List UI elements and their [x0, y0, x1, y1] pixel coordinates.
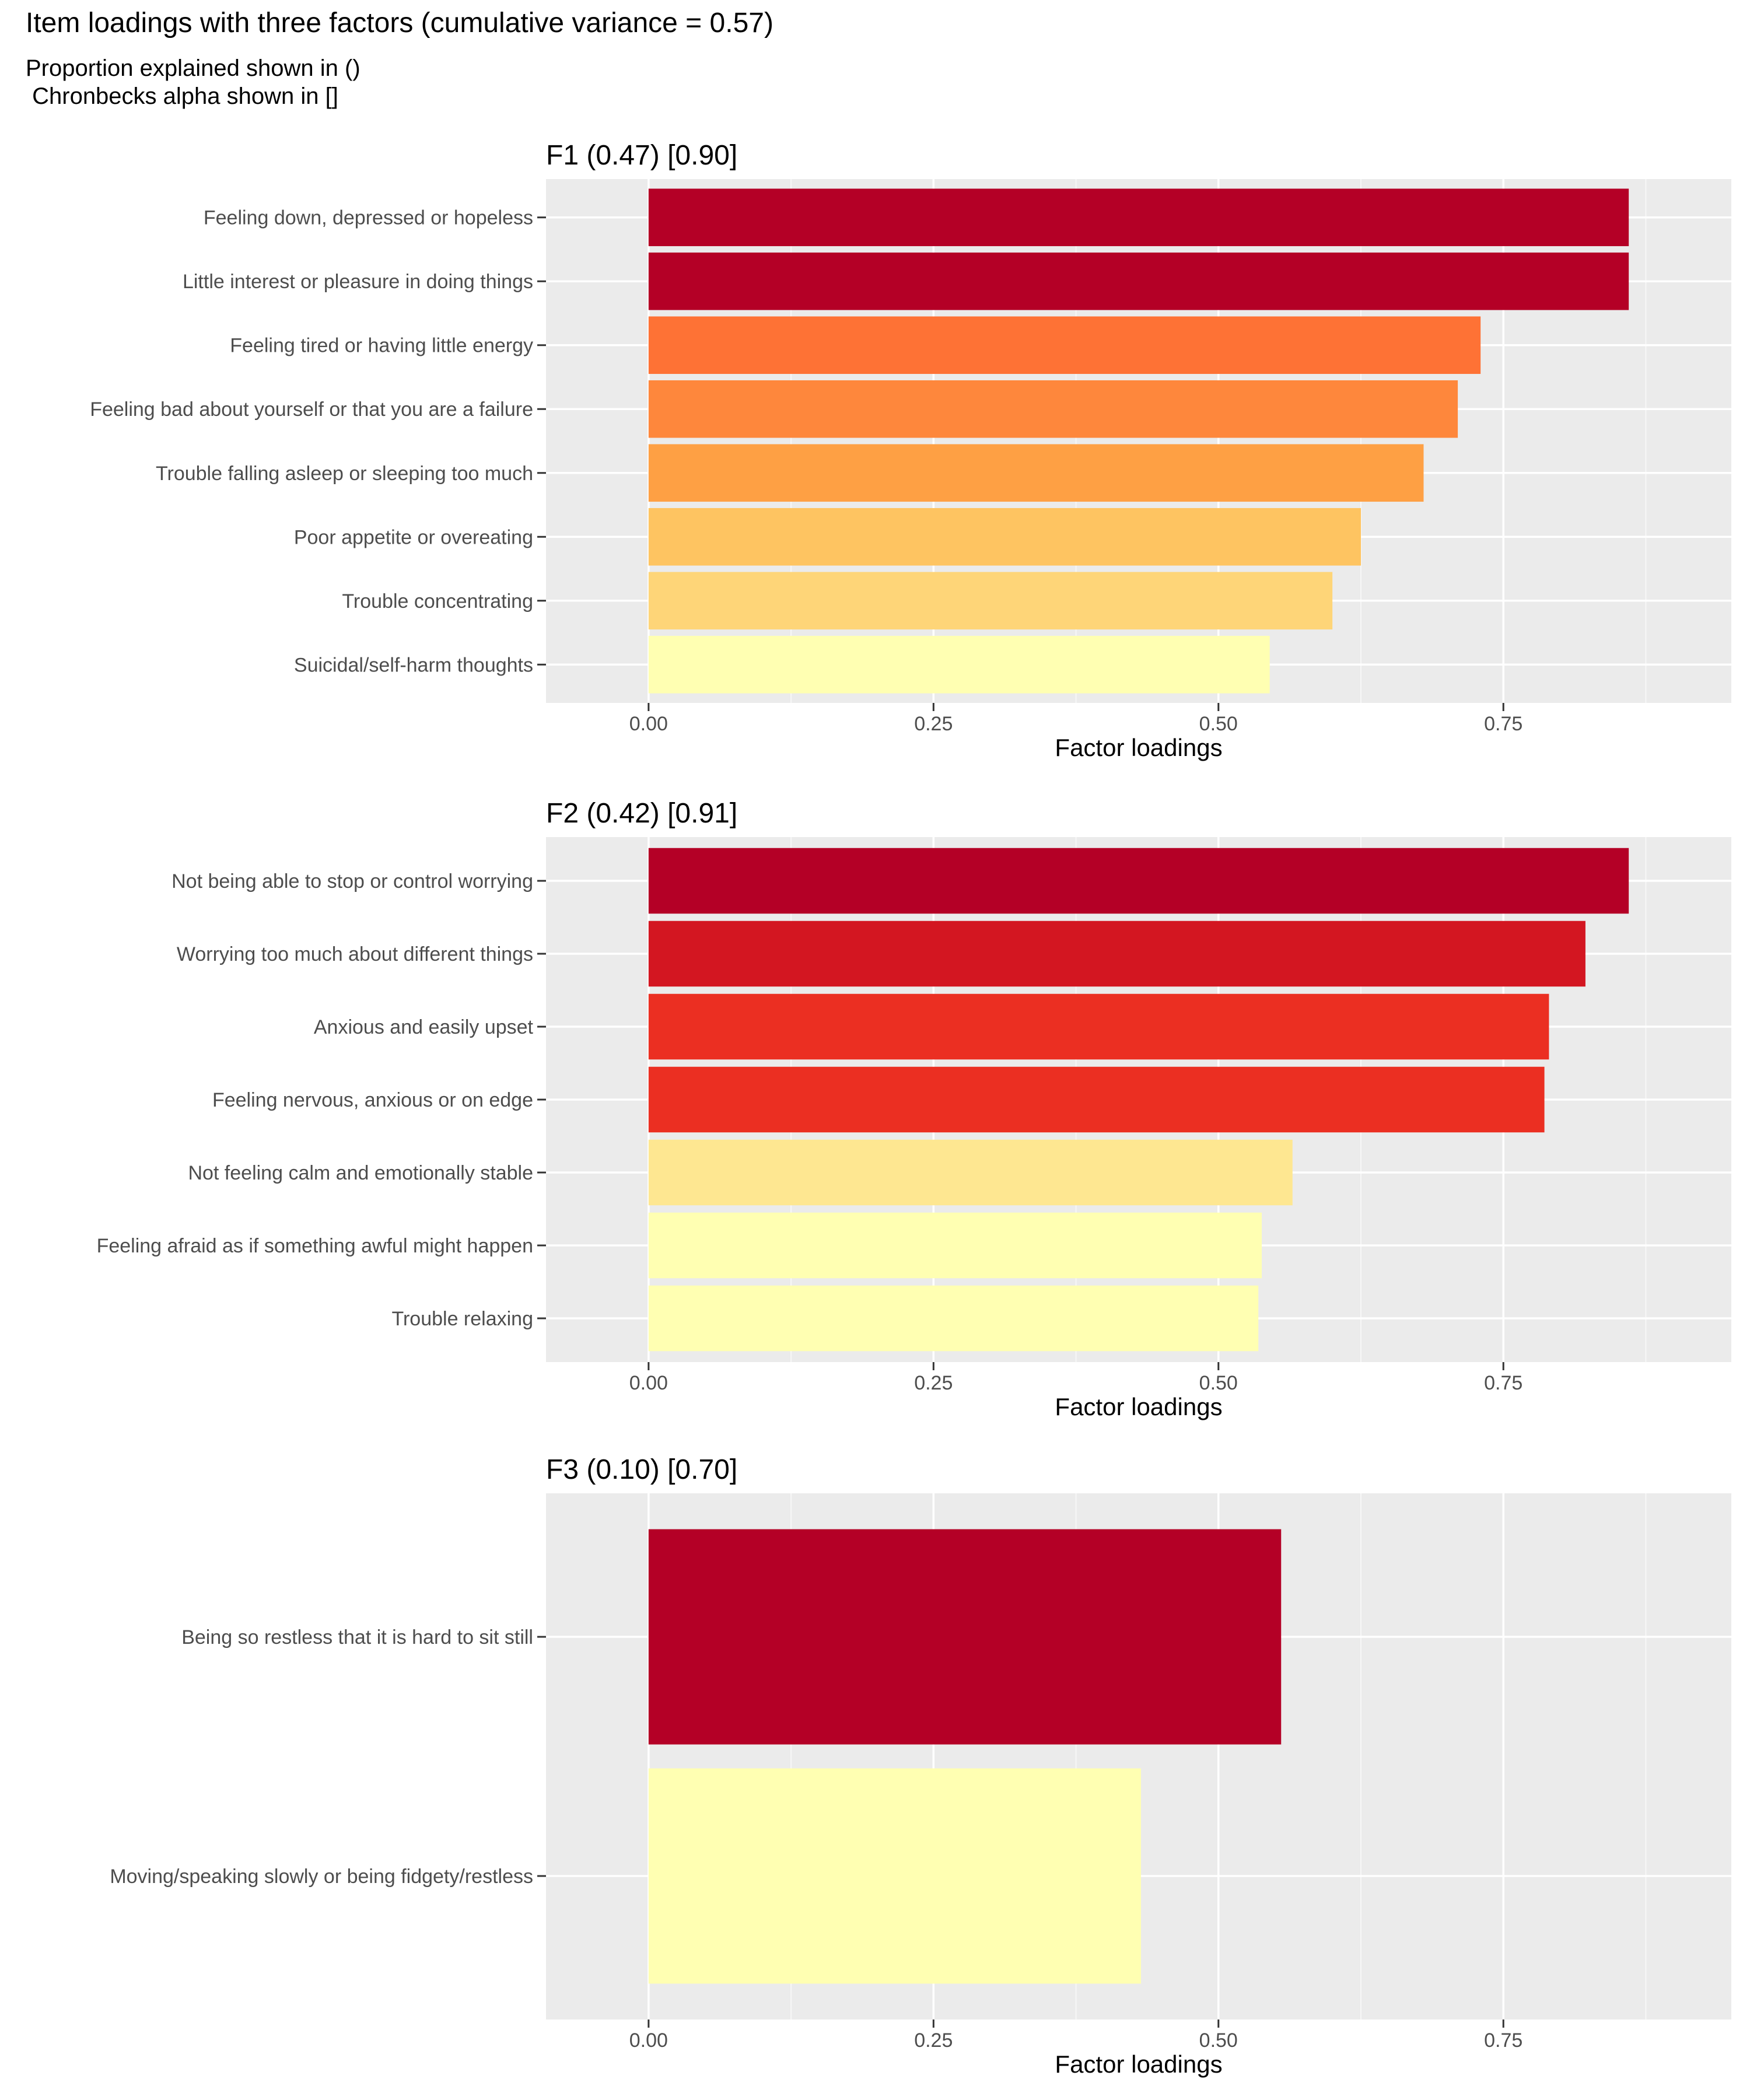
y-tick-label: Feeling bad about yourself or that you a… — [90, 398, 533, 421]
y-tick-label: Being so restless that it is hard to sit… — [181, 1626, 533, 1648]
bar — [648, 636, 1270, 694]
y-tick-label: Trouble concentrating — [342, 590, 533, 612]
x-tick-label: 0.50 — [1199, 1372, 1238, 1394]
x-tick-label: 0.25 — [914, 713, 953, 735]
panel-f3: F3 (0.10) [0.70] Being so restless that i… — [110, 1454, 1731, 2078]
x-axis-title: Factor loadings — [1055, 2050, 1222, 2078]
bar — [648, 1066, 1545, 1133]
y-tick-label: Suicidal/self-harm thoughts — [294, 654, 533, 676]
y-tick-label: Feeling nervous, anxious or on edge — [212, 1089, 533, 1111]
bar — [648, 572, 1333, 630]
y-tick-label: Poor appetite or overeating — [294, 526, 533, 548]
x-tick-label: 0.00 — [629, 2029, 668, 2052]
bar — [648, 188, 1629, 246]
y-tick-label: Not being able to stop or control worryi… — [172, 870, 533, 892]
panel-f1: F1 (0.47) [0.90] Feeling down, depressed … — [90, 140, 1731, 761]
bar — [648, 1285, 1259, 1352]
y-tick-label: Feeling tired or having little energy — [230, 335, 533, 357]
panel-title: F3 (0.10) [0.70] — [546, 1454, 737, 1485]
x-tick-label: 0.75 — [1484, 713, 1522, 735]
chart-title: Item loadings with three factors (cumula… — [26, 8, 774, 38]
x-tick-label: 0.00 — [629, 1372, 668, 1394]
x-tick-label: 0.50 — [1199, 713, 1238, 735]
panel-title: F1 (0.47) [0.90] — [546, 140, 737, 171]
bar — [648, 380, 1458, 438]
panel-title: F2 (0.42) [0.91] — [546, 798, 737, 829]
y-tick-label: Anxious and easily upset — [314, 1016, 534, 1038]
bar — [648, 1139, 1293, 1206]
bar — [648, 993, 1549, 1060]
y-tick-label: Feeling afraid as if something awful mig… — [97, 1235, 533, 1257]
y-tick-label: Trouble relaxing — [391, 1308, 533, 1330]
bar — [648, 508, 1361, 566]
y-tick-label: Moving/speaking slowly or being fidgety/… — [110, 1866, 533, 1888]
chart-subtitle-line-1: Proportion explained shown in () — [26, 55, 360, 81]
x-tick-label: 0.00 — [629, 713, 668, 735]
chart-subtitle-line-2: Chronbecks alpha shown in [] — [26, 83, 338, 109]
x-tick-label: 0.50 — [1199, 2029, 1238, 2052]
bar — [648, 316, 1481, 374]
bar — [648, 1529, 1282, 1745]
y-tick-label: Worrying too much about different things — [177, 943, 533, 965]
bar — [648, 1212, 1262, 1279]
panel-f2: F2 (0.42) [0.91] Not being able to stop o… — [97, 798, 1731, 1420]
bar — [648, 1768, 1141, 1984]
x-axis-title: Factor loadings — [1055, 1393, 1222, 1420]
x-tick-label: 0.75 — [1484, 1372, 1522, 1394]
bar — [648, 444, 1424, 502]
y-tick-label: Little interest or pleasure in doing thi… — [183, 271, 533, 293]
x-tick-label: 0.25 — [914, 2029, 953, 2052]
y-tick-label: Trouble falling asleep or sleeping too m… — [156, 463, 533, 485]
x-tick-label: 0.75 — [1484, 2029, 1522, 2052]
bar — [648, 848, 1629, 914]
y-tick-label: Not feeling calm and emotionally stable — [188, 1162, 533, 1184]
bar — [648, 252, 1629, 310]
x-axis-title: Factor loadings — [1055, 734, 1222, 761]
bar — [648, 921, 1586, 987]
y-tick-label: Feeling down, depressed or hopeless — [204, 207, 533, 229]
x-tick-label: 0.25 — [914, 1372, 953, 1394]
